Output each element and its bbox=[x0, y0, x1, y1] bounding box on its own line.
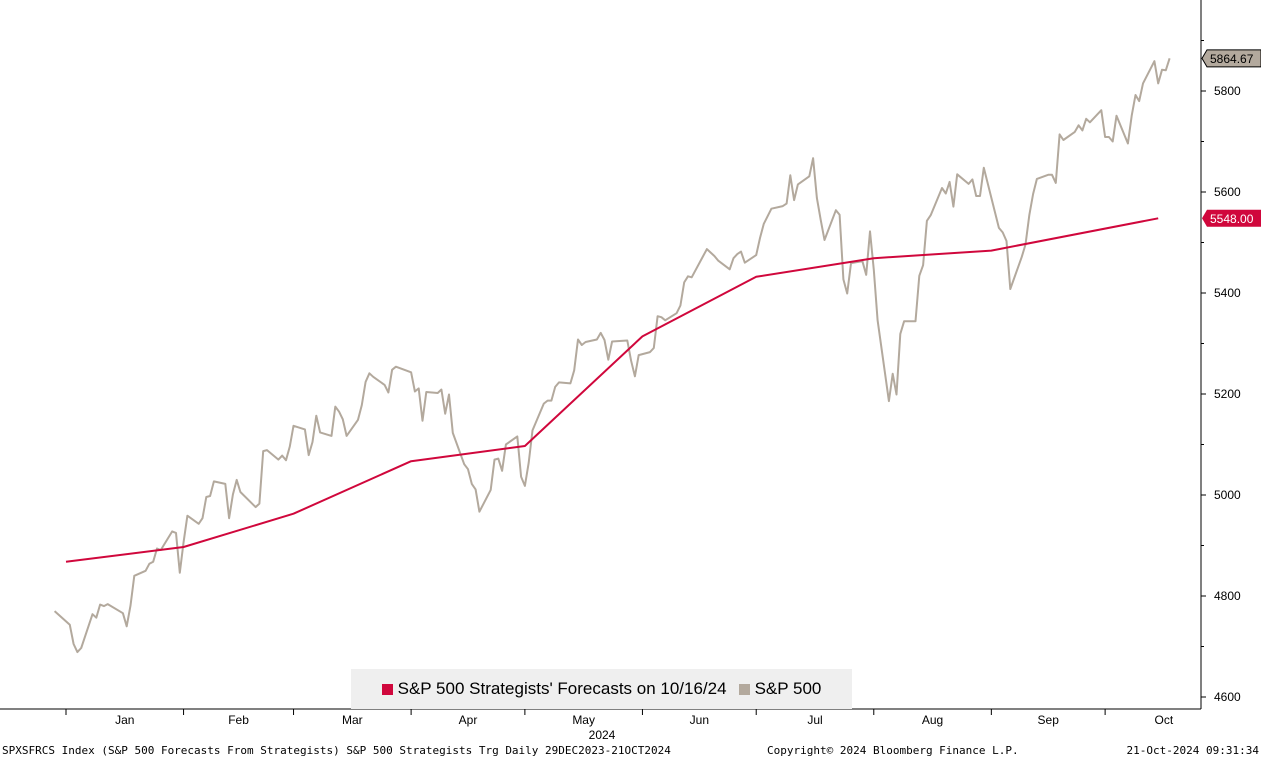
legend-label-sp500: S&P 500 bbox=[754, 679, 822, 698]
y-tick-label: 5000 bbox=[1214, 488, 1241, 502]
series-line-sp500 bbox=[53, 57, 1171, 654]
footer-source: SPXSFRCS Index (S&P 500 Forecasts From S… bbox=[2, 744, 671, 757]
last-value-tag-sp500 bbox=[1201, 49, 1261, 68]
x-tick-label: Oct bbox=[1155, 713, 1174, 727]
y-tick-label: 4600 bbox=[1214, 690, 1241, 704]
x-tick-label: Sep bbox=[1038, 713, 1060, 727]
y-tick-label: 5200 bbox=[1214, 387, 1241, 401]
y-tick-label: 5800 bbox=[1214, 84, 1241, 98]
legend-item-forecast: S&P 500 Strategists' Forecasts on 10/16/… bbox=[381, 679, 727, 699]
x-tick-label: Aug bbox=[922, 713, 943, 727]
x-tick-label: Apr bbox=[459, 713, 478, 727]
last-value-label-sp500: 5864.67 bbox=[1210, 52, 1254, 66]
x-tick-label: Feb bbox=[228, 713, 249, 727]
y-tick-label: 5600 bbox=[1214, 185, 1241, 199]
legend-swatch-forecast bbox=[381, 683, 393, 695]
y-tick-label: 4800 bbox=[1214, 589, 1241, 603]
series-line-forecast bbox=[65, 217, 1159, 563]
last-value-label-forecast: 5548.00 bbox=[1210, 212, 1254, 226]
legend-label-forecast: S&P 500 Strategists' Forecasts on 10/16/… bbox=[397, 679, 727, 698]
footer-timestamp: 21-Oct-2024 09:31:34 bbox=[1126, 744, 1259, 757]
legend: S&P 500 Strategists' Forecasts on 10/16/… bbox=[351, 669, 852, 709]
y-tick-label: 5400 bbox=[1214, 286, 1241, 300]
legend-swatch-sp500 bbox=[738, 683, 750, 695]
x-tick-label: May bbox=[572, 713, 595, 727]
x-tick-label: Jun bbox=[690, 713, 709, 727]
footer-copyright: Copyright© 2024 Bloomberg Finance L.P. bbox=[767, 744, 1019, 757]
x-tick-label: Jul bbox=[807, 713, 822, 727]
last-value-tag-forecast bbox=[1202, 209, 1261, 227]
x-tick-label: Mar bbox=[342, 713, 363, 727]
x-year-label: 2024 bbox=[589, 728, 616, 742]
x-tick-label: Jan bbox=[115, 713, 134, 727]
legend-item-sp500: S&P 500 bbox=[738, 679, 822, 699]
